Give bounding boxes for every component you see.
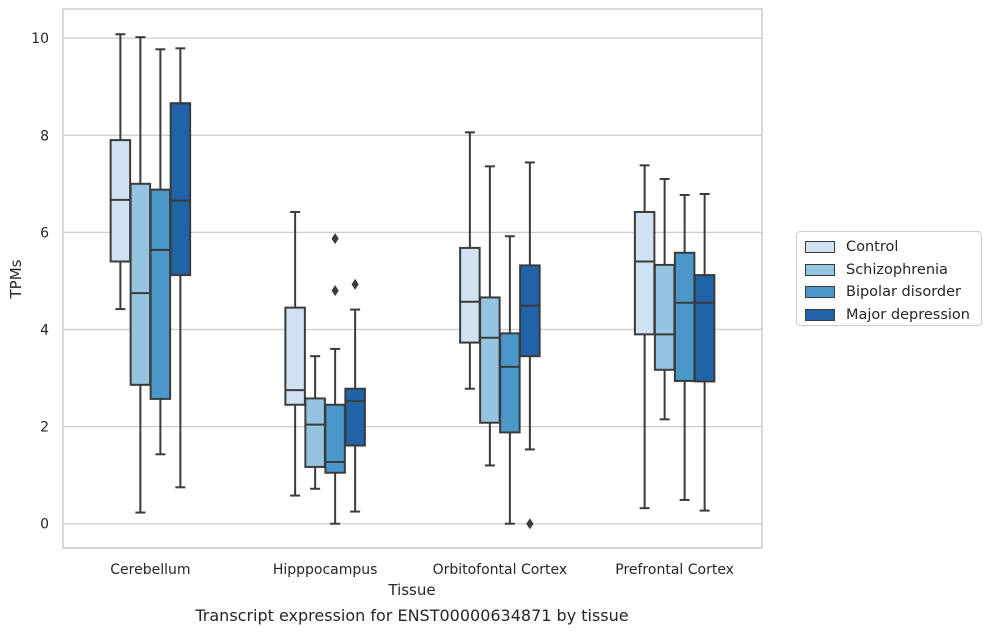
box-iqr — [459, 246, 481, 344]
x-tick-label: Orbitofontal Cortex — [433, 562, 568, 578]
box-iqr — [519, 264, 541, 358]
box-schizophrenia — [304, 355, 326, 490]
outlier-point — [331, 285, 339, 297]
legend-swatch — [805, 286, 835, 299]
y-tick-labels: 0 2 4 6 8 10 — [31, 31, 49, 533]
y-tick-label: 0 — [40, 517, 49, 533]
box-major-depression — [169, 47, 192, 489]
y-axis-label: TPMs — [7, 259, 25, 299]
legend-swatch — [805, 241, 835, 254]
legend-item: Schizophrenia — [805, 259, 981, 282]
box-major-depression — [344, 278, 366, 513]
box-control — [633, 164, 656, 510]
box-schizophrenia — [129, 36, 152, 514]
legend-item: Bipolar disorder — [805, 281, 981, 304]
box-iqr — [169, 102, 192, 277]
box-iqr — [344, 387, 366, 447]
outlier-point — [351, 278, 359, 290]
legend-swatch — [805, 263, 835, 276]
box-iqr — [149, 188, 172, 400]
legend-label: Bipolar disorder — [846, 284, 961, 301]
box-iqr — [633, 210, 656, 336]
box-schizophrenia — [479, 165, 501, 467]
chart-caption: Transcript expression for ENST0000063487… — [195, 606, 629, 625]
y-tick-label: 4 — [40, 322, 49, 338]
box-bipolar-disorder — [673, 193, 696, 501]
x-tick-label: Prefrontal Cortex — [615, 562, 734, 578]
y-tick-label: 8 — [40, 128, 49, 144]
box-bipolar-disorder — [149, 48, 172, 456]
box-major-depression — [519, 161, 541, 530]
y-tick-label: 10 — [31, 31, 49, 47]
box-major-depression — [693, 193, 716, 512]
outlier-point — [331, 233, 339, 245]
box-iqr — [673, 251, 696, 382]
x-tick-label: Hipppocampus — [273, 562, 378, 578]
legend-label: Control — [846, 239, 899, 256]
box-control — [284, 210, 306, 497]
box-series-layer — [109, 33, 716, 530]
y-tick-label: 6 — [40, 225, 49, 241]
plot-frame — [62, 8, 763, 549]
box-bipolar-disorder — [324, 233, 346, 525]
x-tick-labels: Cerebellum Hipppocampus Orbitofontal Corte… — [110, 562, 734, 578]
box-control — [459, 131, 481, 390]
outlier-point — [526, 518, 534, 530]
box-iqr — [479, 296, 501, 424]
x-tick-label: Cerebellum — [110, 562, 190, 578]
legend-item: Major depression — [805, 304, 981, 327]
box-bipolar-disorder — [499, 235, 521, 525]
x-axis-label: Tissue — [387, 581, 435, 599]
box-iqr — [499, 332, 521, 434]
box-iqr — [653, 263, 676, 371]
box-iqr — [693, 274, 716, 383]
box-control — [109, 33, 132, 311]
legend-item: Control — [805, 236, 981, 259]
box-iqr — [129, 182, 152, 386]
box-iqr — [304, 397, 326, 468]
box-schizophrenia — [653, 177, 676, 421]
y-tick-label: 2 — [40, 420, 49, 436]
legend-swatch — [805, 308, 835, 321]
legend: Control Schizophrenia Bipolar disorder Majo… — [796, 231, 982, 326]
box-iqr — [284, 306, 306, 406]
legend-label: Major depression — [846, 306, 970, 323]
legend-label: Schizophrenia — [846, 261, 948, 278]
